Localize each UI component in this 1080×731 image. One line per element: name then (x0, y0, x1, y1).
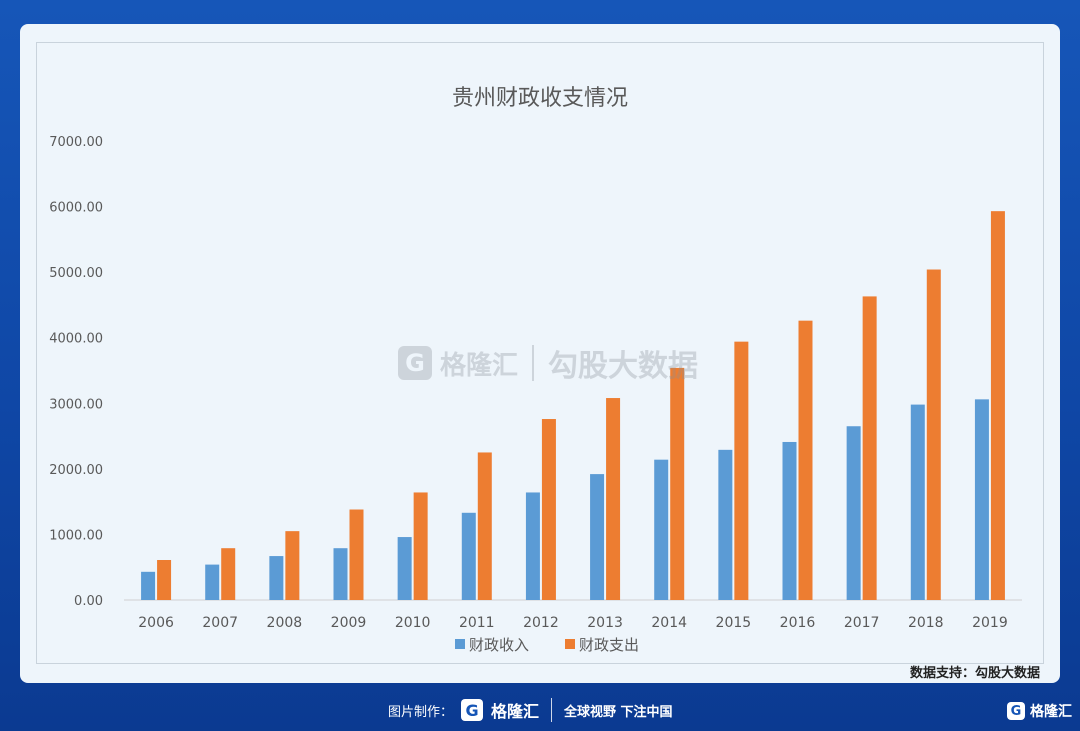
revenue-bar-2018 (910, 404, 925, 600)
revenue-bar-2009 (333, 548, 348, 600)
bar-series (141, 211, 1005, 600)
watermark-brand: 格隆汇 (440, 350, 519, 381)
y-axis: 0.00 1000.00 2000.00 3000.00 4000.00 5000.00 6… (49, 135, 103, 609)
x-tick-label: 2008 (267, 615, 303, 631)
made-by-label: 图片制作： (388, 704, 454, 720)
expenditure-bar-2011 (477, 452, 492, 600)
chart-title: 贵州财政收支情况 (452, 86, 628, 111)
chart-frame: 贵州财政收支情况 0.00 1000.00 2000.00 3000.00 4000.0… (36, 42, 1044, 664)
y-tick-label: 1000.00 (49, 528, 103, 543)
expenditure-bar-2006 (157, 560, 172, 600)
corner-logo: G 格隆汇 (1007, 701, 1072, 721)
y-tick-label: 3000.00 (49, 397, 103, 412)
footer-bar: 图片制作： G 格隆汇 全球视野 下注中国 G 格隆汇 (0, 690, 1080, 731)
watermark: G 格隆汇 勾股大数据 (398, 341, 718, 385)
revenue-bar-2006 (141, 571, 156, 600)
corner-brand: 格隆汇 (1030, 704, 1072, 720)
x-axis: 2006 2007 2008 2009 2010 2011 2012 2013 2014 2015… (124, 599, 1022, 631)
expenditure-bar-2017 (862, 296, 877, 600)
expenditure-bar-2007 (221, 548, 236, 600)
watermark-source: 勾股大数据 (548, 349, 699, 384)
x-tick-label: 2006 (138, 615, 174, 631)
expenditure-bar-2015 (734, 341, 749, 600)
revenue-bar-2019 (974, 399, 989, 600)
revenue-bar-2016 (782, 441, 797, 600)
revenue-bar-2013 (590, 474, 605, 600)
x-tick-label: 2012 (523, 615, 559, 631)
corner-logo-icon: G (1007, 702, 1025, 720)
source-credit: 数据支持：勾股大数据 (909, 666, 1040, 681)
legend-label: 财政支出 (579, 636, 639, 654)
y-tick-label: 7000.00 (49, 135, 103, 150)
x-tick-label: 2014 (651, 615, 687, 631)
footer-branding: 图片制作： G 格隆汇 全球视野 下注中国 (388, 694, 673, 726)
revenue-bar-2017 (846, 426, 861, 600)
expenditure-bar-2018 (926, 269, 941, 600)
expenditure-bar-2012 (541, 419, 556, 600)
y-tick-label: 5000.00 (49, 266, 103, 281)
footer-slogan: 全球视野 下注中国 (564, 704, 673, 720)
revenue-bar-2008 (269, 556, 284, 600)
y-tick-label: 6000.00 (49, 201, 103, 216)
legend: 财政收入 财政支出 (455, 636, 639, 654)
x-tick-label: 2011 (459, 615, 495, 631)
revenue-bar-2011 (461, 512, 476, 600)
legend-swatch-0 (455, 639, 465, 649)
legend-swatch-1 (565, 639, 575, 649)
x-tick-label: 2017 (844, 615, 880, 631)
revenue-bar-2007 (205, 564, 220, 600)
y-tick-label: 2000.00 (49, 463, 103, 478)
expenditure-bar-2014 (670, 367, 685, 600)
revenue-bar-2014 (654, 459, 669, 600)
revenue-bar-2012 (525, 492, 540, 600)
x-tick-label: 2015 (716, 615, 752, 631)
expenditure-bar-2008 (285, 531, 300, 600)
x-tick-label: 2007 (202, 615, 238, 631)
expenditure-bar-2010 (413, 492, 428, 600)
x-tick-label: 2019 (972, 615, 1008, 631)
watermark-logo-icon: G (398, 346, 432, 380)
bar-chart: 贵州财政收支情况 0.00 1000.00 2000.00 3000.00 4000.0… (49, 86, 1022, 654)
expenditure-bar-2016 (798, 320, 813, 600)
x-tick-label: 2013 (587, 615, 623, 631)
footer-brand: 格隆汇 (491, 702, 540, 721)
x-tick-label: 2009 (331, 615, 367, 631)
expenditure-bar-2019 (990, 211, 1005, 600)
expenditure-bar-2013 (606, 398, 621, 600)
legend-label: 财政收入 (469, 636, 529, 654)
x-tick-label: 2010 (395, 615, 431, 631)
x-tick-label: 2018 (908, 615, 944, 631)
y-tick-label: 0.00 (74, 594, 103, 609)
x-tick-label: 2016 (780, 615, 816, 631)
chart-card: 贵州财政收支情况 0.00 1000.00 2000.00 3000.00 4000.0… (20, 24, 1060, 683)
footer-divider (551, 698, 553, 722)
gelonghui-logo-icon: G (461, 699, 484, 721)
expenditure-bar-2009 (349, 509, 364, 600)
revenue-bar-2010 (397, 537, 412, 600)
revenue-bar-2015 (718, 449, 733, 600)
watermark-divider (532, 345, 535, 381)
y-tick-label: 4000.00 (49, 332, 103, 347)
